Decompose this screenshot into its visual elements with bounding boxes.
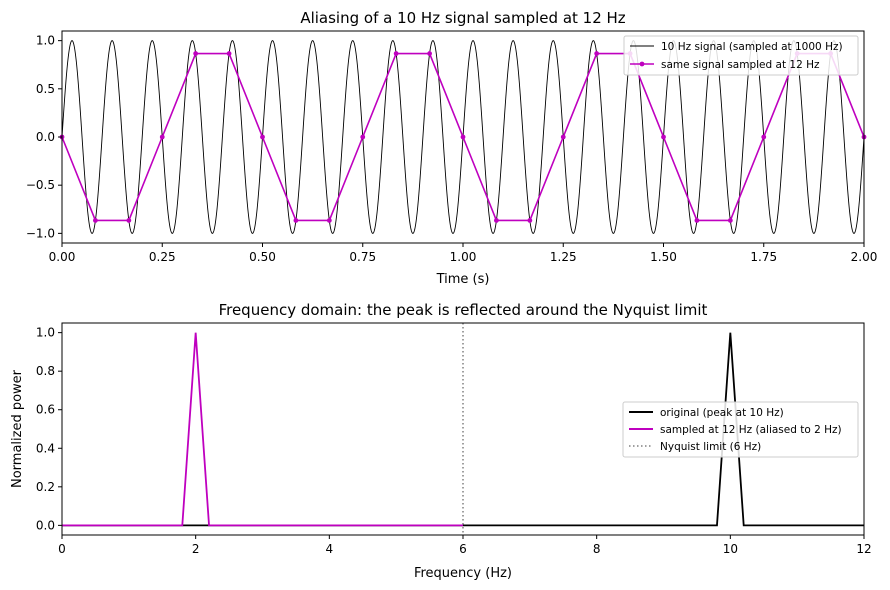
sample-point [727, 218, 733, 223]
bottom-chart: Frequency domain: the peak is reflected … [10, 301, 872, 581]
top-ytick-label: 0.0 [36, 130, 55, 144]
sample-point [427, 51, 432, 56]
bottom-xtick-label: 0 [58, 542, 66, 556]
bottom-legend-label-sampled: sampled at 12 Hz (aliased to 2 Hz) [660, 424, 842, 436]
top-chart: Aliasing of a 10 Hz signal sampled at 12… [26, 9, 878, 287]
top-chart-legend: 10 Hz signal (sampled at 1000 Hz) same s… [623, 35, 859, 76]
sample-point [260, 134, 265, 140]
bottom-xtick-label: 8 [593, 542, 601, 556]
bottom-xtick-label: 6 [459, 542, 467, 556]
sample-point [661, 134, 666, 140]
bottom-xtick-label: 2 [192, 542, 200, 556]
top-xtick-label: 1.00 [450, 250, 477, 264]
bottom-chart-ticks: 0 2 4 6 8 10 12 1.0 0.8 0.6 0.4 0.2 0.0 [36, 326, 872, 556]
top-xtick-label: 0.25 [149, 250, 176, 264]
bottom-xtick-label: 12 [856, 542, 871, 556]
top-xtick-label: 1.75 [750, 250, 777, 264]
top-xtick-label: 0.00 [49, 250, 76, 264]
top-chart-frame [61, 30, 865, 244]
bottom-xtick-label: 10 [723, 542, 738, 556]
top-ytick-label: −0.5 [26, 178, 55, 192]
top-chart-series [59, 40, 867, 234]
sample-point [560, 134, 566, 140]
bottom-xtick-label: 4 [326, 542, 334, 556]
sample-point [393, 51, 399, 56]
bottom-ytick-label: 0.8 [36, 364, 55, 378]
top-ytick-label: 1.0 [36, 34, 55, 48]
sample-point [93, 218, 98, 223]
bottom-ytick-label: 0.6 [36, 403, 55, 417]
top-ytick-label: −1.0 [26, 226, 55, 240]
sample-point [694, 218, 700, 223]
sample-point [126, 218, 132, 223]
bottom-chart-legend: original (peak at 10 Hz) sampled at 12 H… [622, 401, 859, 458]
top-xtick-label: 0.50 [249, 250, 276, 264]
series-line-original [62, 332, 864, 527]
bottom-chart-series [62, 323, 864, 535]
series-line-aliased [62, 332, 463, 527]
sample-point [494, 218, 499, 223]
sample-point [326, 218, 332, 223]
top-xtick-label: 1.25 [550, 250, 577, 264]
bottom-chart-ylabel: Normalized power [10, 369, 25, 488]
sample-point [193, 51, 199, 56]
bottom-ytick-label: 1.0 [36, 326, 55, 340]
bottom-chart-frame [61, 322, 865, 536]
top-chart-xlabel: Time (s) [436, 272, 490, 287]
sample-point [293, 218, 299, 223]
bottom-ytick-label: 0.4 [36, 441, 55, 455]
top-xtick-label: 2.00 [851, 250, 878, 264]
bottom-legend-label-nyquist: Nyquist limit (6 Hz) [660, 441, 761, 453]
top-chart-title: Aliasing of a 10 Hz signal sampled at 12… [300, 9, 625, 27]
top-ytick-label: 0.5 [36, 82, 55, 96]
bottom-legend-box [622, 401, 859, 458]
bottom-chart-title: Frequency domain: the peak is reflected … [219, 301, 708, 319]
top-xtick-label: 1.50 [650, 250, 677, 264]
bottom-legend-label-original: original (peak at 10 Hz) [660, 407, 784, 419]
bottom-ytick-label: 0.0 [36, 518, 55, 532]
sample-point [761, 134, 767, 140]
top-legend-label-sampled: same signal sampled at 12 Hz [661, 59, 820, 71]
top-xtick-label: 0.75 [349, 250, 376, 264]
sample-point [460, 134, 466, 140]
top-legend-box [623, 35, 859, 76]
top-legend-label-signal: 10 Hz signal (sampled at 1000 Hz) [661, 41, 843, 53]
sample-point [360, 134, 366, 140]
top-chart-ticks: 0.00 0.25 0.50 0.75 1.00 1.25 1.50 1.75 2.00 1.0 0… [26, 34, 878, 264]
bottom-chart-xlabel: Frequency (Hz) [414, 566, 512, 581]
top-legend-marker-sampled [639, 61, 645, 67]
sample-point [527, 218, 533, 223]
sample-point [594, 51, 600, 56]
sample-point [159, 134, 165, 140]
bottom-ytick-label: 0.2 [36, 480, 55, 494]
sample-point [226, 51, 232, 56]
